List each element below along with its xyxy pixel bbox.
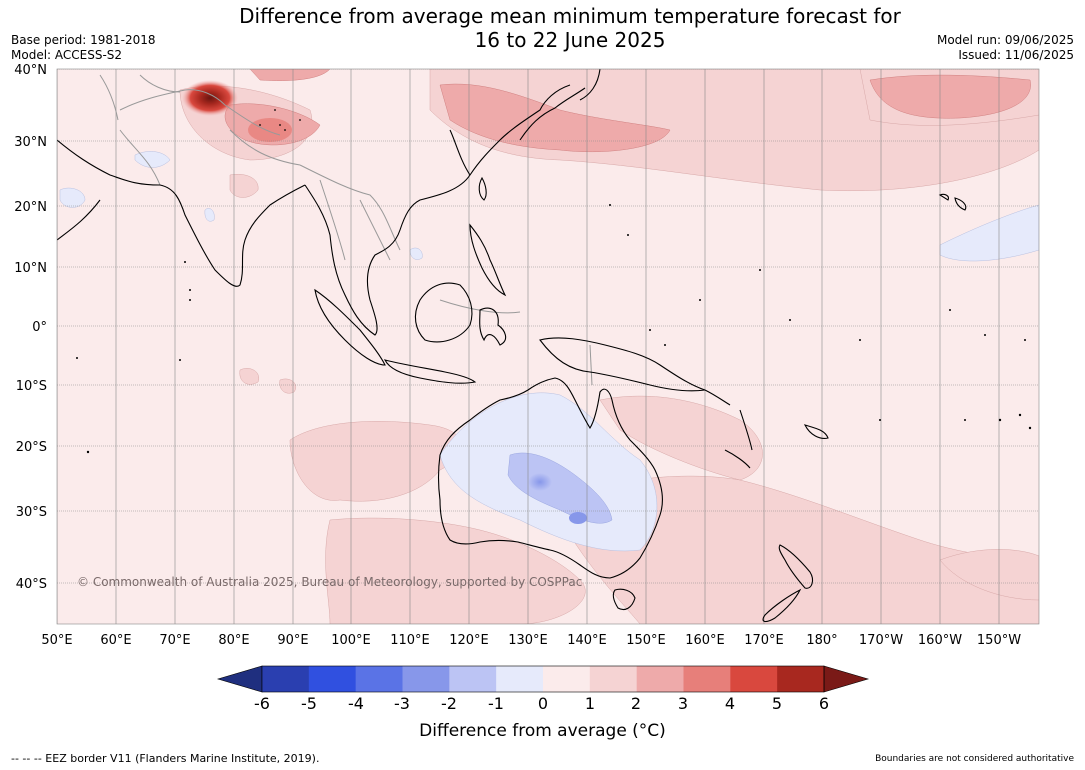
colorbar-segment [730, 666, 778, 692]
map-frame [56, 68, 1040, 625]
colorbar-tick: 3 [678, 694, 688, 713]
colorbar-segment [355, 666, 403, 692]
base-period: Base period: 1981-2018 [11, 33, 156, 47]
lat-label: 0° [32, 320, 47, 335]
meta-left: Base period: 1981-2018 Model: ACCESS-S2 [11, 33, 156, 63]
colorbar-label: Difference from average (°C) [419, 721, 666, 741]
lat-label: 30°S [16, 505, 47, 520]
lat-label: 40°S [16, 577, 47, 592]
lon-label: 140°E [567, 633, 607, 648]
colorbar-segment [589, 666, 638, 692]
graticule [57, 69, 1039, 624]
issued-date: Issued: 11/06/2025 [958, 48, 1074, 62]
lon-label: 60°E [100, 633, 131, 648]
lat-label: 10°S [16, 379, 47, 394]
small-islands [76, 109, 1032, 454]
meta-right: Model run: 09/06/2025 Issued: 11/06/2025 [937, 33, 1074, 63]
lat-label: 20°N [14, 200, 47, 215]
lon-label: 160°W [918, 633, 962, 648]
colorbar-segment [636, 666, 684, 692]
hotspot-himalaya [182, 80, 238, 116]
title-line-2: 16 to 22 June 2025 [474, 28, 666, 52]
colorbar-tick: 6 [819, 694, 829, 713]
eez-legend: -- -- -- EEZ border V11 (Flanders Marine… [11, 752, 320, 765]
chart-title: Difference from average mean minimum tem… [0, 4, 1085, 52]
colorbar-tick: 5 [772, 694, 782, 713]
lon-label: 80°E [218, 633, 249, 648]
warm-strong-patches [224, 69, 1031, 153]
colorbar-ticks: -6 -5 -4 -3 -2 -1 0 1 2 3 4 5 6 [254, 694, 829, 713]
lon-label: 170°W [859, 633, 903, 648]
colorbar [216, 665, 870, 693]
lon-label: 50°E [41, 633, 72, 648]
lon-label: 170°E [744, 633, 784, 648]
coldspot-central-australia [528, 473, 552, 491]
colorbar-tick: -4 [348, 694, 364, 713]
country-borders [99, 74, 593, 386]
cool-strong-patches [507, 452, 613, 524]
copyright-text: © Commonwealth of Australia 2025, Bureau… [77, 575, 582, 589]
lon-label: 100°E [331, 633, 371, 648]
boundary-disclaimer: Boundaries are not considered authoritat… [875, 754, 1074, 764]
lat-label: 30°N [14, 135, 47, 150]
title-line-1: Difference from average mean minimum tem… [239, 4, 901, 28]
coastlines [57, 69, 967, 623]
colorbar-segment [777, 666, 825, 692]
lon-label: 90°E [277, 633, 308, 648]
colorbar-segment [543, 666, 591, 692]
lon-label: 120°E [449, 633, 489, 648]
colorbar-segment [402, 666, 450, 692]
colorbar-tick: 1 [585, 694, 595, 713]
colorbar-tick: -1 [488, 694, 504, 713]
map-field: © Commonwealth of Australia 2025, Bureau… [57, 69, 1039, 624]
lat-label: 10°N [14, 261, 47, 276]
lon-label: 160°E [685, 633, 725, 648]
colorbar-frame [261, 665, 825, 693]
model-run: Model run: 09/06/2025 [936, 33, 1074, 47]
colorbar-tick: 4 [725, 694, 735, 713]
lon-label: 150°W [977, 633, 1021, 648]
model-name: Model: ACCESS-S2 [11, 48, 123, 62]
colorbar-extend-high [823, 665, 870, 693]
colorbar-segment [308, 666, 357, 692]
lon-label: 180° [806, 633, 837, 648]
colorbar-tick: -5 [301, 694, 317, 713]
lon-label: 130°E [508, 633, 548, 648]
longitude-labels: 50°E 60°E 70°E 80°E 90°E 100°E 110°E 120… [41, 633, 1021, 648]
colorbar-tick: 0 [538, 694, 548, 713]
hotspot-tibet [248, 118, 292, 142]
colorbar-tick: -6 [254, 694, 270, 713]
colorbar-tick: 2 [631, 694, 641, 713]
colorbar-tick: -3 [394, 694, 410, 713]
lat-label: 40°N [14, 63, 47, 78]
colorbar-tick: -2 [441, 694, 457, 713]
lon-label: 70°E [159, 633, 190, 648]
coldspot-south-australia [569, 512, 587, 524]
latitude-labels: 40°N 30°N 20°N 10°N 0° 10°S 20°S 30°S 40… [14, 63, 47, 592]
colorbar-extend-low [216, 665, 263, 693]
lat-label: 20°S [16, 440, 47, 455]
colorbar-segment [262, 666, 310, 692]
colorbar-segment [496, 666, 544, 692]
colorbar-segment [683, 666, 731, 692]
colorbar-segment [449, 666, 497, 692]
lon-label: 150°E [626, 633, 666, 648]
lon-label: 110°E [390, 633, 430, 648]
